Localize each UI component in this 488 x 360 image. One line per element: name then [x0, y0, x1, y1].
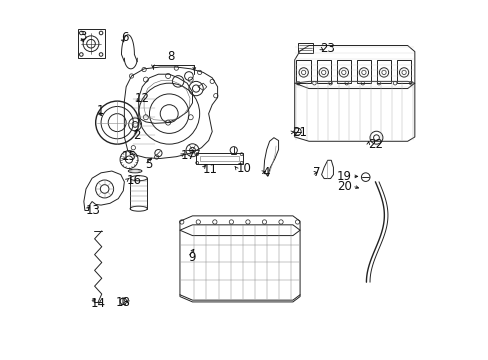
Text: 17: 17	[180, 149, 195, 162]
Text: 11: 11	[202, 163, 217, 176]
Text: 23: 23	[319, 41, 334, 54]
Text: 16: 16	[126, 174, 142, 186]
Text: 22: 22	[367, 138, 383, 151]
Text: 9: 9	[187, 251, 195, 264]
Text: 21: 21	[291, 126, 306, 139]
Text: 1: 1	[97, 104, 104, 117]
Text: 12: 12	[134, 92, 149, 105]
Text: 10: 10	[236, 162, 251, 175]
Text: 8: 8	[167, 50, 174, 63]
Text: 18: 18	[115, 296, 130, 309]
Text: 13: 13	[86, 204, 101, 217]
Text: 19: 19	[336, 170, 351, 183]
Text: 14: 14	[91, 297, 106, 310]
Text: 20: 20	[337, 180, 351, 193]
Text: 5: 5	[144, 158, 152, 171]
Text: 3: 3	[80, 30, 87, 43]
Text: 7: 7	[313, 166, 320, 179]
Text: 15: 15	[122, 150, 137, 163]
Text: 2: 2	[133, 129, 141, 143]
Text: 6: 6	[121, 31, 129, 44]
Text: 4: 4	[262, 166, 269, 179]
